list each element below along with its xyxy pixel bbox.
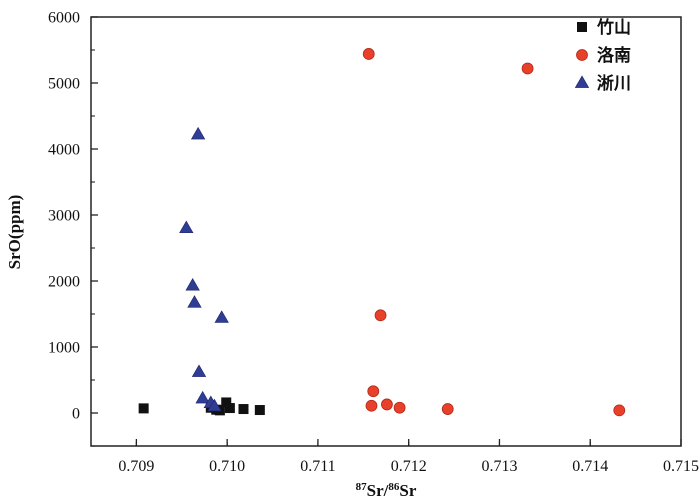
y-tick-label: 0 — [72, 406, 80, 423]
data-point — [224, 403, 235, 414]
x-label-sup-87: 87 — [356, 481, 368, 493]
data-point — [367, 385, 380, 398]
y-tick-label: 3000 — [48, 208, 80, 225]
data-point — [207, 398, 222, 412]
data-point — [190, 126, 206, 140]
data-point — [191, 364, 207, 377]
y-axis-title: SrO(ppm) — [5, 195, 24, 270]
legend-marker-square — [577, 22, 587, 32]
x-tick-label: 0.711 — [300, 458, 335, 475]
data-point — [393, 401, 406, 414]
x-tick-label: 0.715 — [663, 458, 699, 475]
data-points — [138, 48, 626, 417]
legend-label: 竹山 — [596, 17, 631, 38]
legend-marker-triangle — [574, 75, 590, 88]
data-point — [185, 278, 200, 291]
data-point — [365, 399, 378, 412]
y-tick-label: 6000 — [48, 10, 80, 27]
x-label-sr: Sr — [399, 481, 416, 500]
data-point — [214, 310, 229, 323]
plot-frame — [90, 16, 682, 447]
data-point — [254, 405, 265, 416]
data-point — [195, 390, 210, 404]
legend-item: 洛南 — [576, 45, 631, 66]
series-circle — [362, 48, 626, 417]
data-point — [441, 403, 454, 415]
y-tick-label: 1000 — [48, 340, 80, 357]
data-point — [374, 309, 387, 322]
x-axis: 0.709 0.710 0.711 0.712 0.713 0.714 0.715 — [118, 439, 699, 475]
legend-marker-circle — [576, 49, 588, 61]
data-point — [138, 403, 149, 414]
data-point — [187, 295, 202, 308]
legend-item: 淅川 — [574, 73, 631, 94]
x-tick-label: 0.714 — [572, 458, 608, 475]
y-tick-label: 4000 — [48, 142, 80, 159]
series-triangle — [179, 126, 229, 412]
x-tick-label: 0.713 — [481, 458, 517, 475]
x-label-sup-86: 86 — [388, 481, 400, 493]
data-point — [238, 404, 249, 415]
y-tick-label: 2000 — [48, 274, 80, 291]
data-point — [381, 398, 393, 411]
x-label-sr-slash: Sr/ — [367, 481, 389, 500]
x-tick-label: 0.709 — [118, 458, 154, 475]
data-point — [521, 62, 534, 75]
data-point — [221, 397, 232, 408]
data-point — [179, 220, 194, 234]
legend-label: 淅川 — [597, 73, 631, 94]
data-point — [362, 48, 375, 60]
data-point — [613, 404, 626, 417]
y-tick-label: 5000 — [48, 76, 80, 93]
y-axis: 0 1000 2000 3000 4000 5000 6000 — [48, 10, 98, 447]
x-tick-label: 0.712 — [391, 458, 427, 475]
x-axis-title: 87Sr/86Sr — [356, 481, 417, 500]
legend-label: 洛南 — [597, 45, 631, 66]
x-tick-label: 0.710 — [209, 458, 245, 475]
legend-item: 竹山 — [577, 17, 631, 38]
